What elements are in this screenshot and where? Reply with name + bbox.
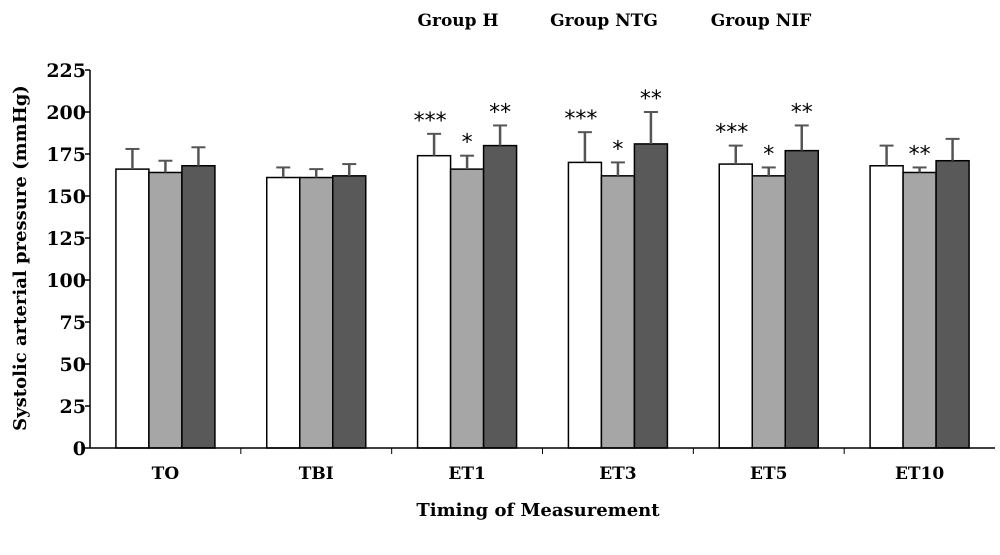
significance-label: *: [612, 137, 623, 162]
y-tick-label: 100: [46, 270, 86, 292]
x-tick-label: ET1: [448, 464, 485, 484]
x-tick-label: ET3: [599, 464, 636, 484]
bar: [633, 143, 669, 449]
bar: [751, 175, 786, 449]
x-tick-label: ET5: [750, 464, 787, 484]
y-axis: 0 25 50 75 100 125 150 175 200 225: [46, 60, 91, 460]
x-tick-label: TO: [152, 464, 180, 484]
x-axis-title: Timing of Measurement: [416, 500, 660, 521]
y-tick-label: 125: [46, 228, 86, 250]
legend: Group H Group NTG Group NIF: [417, 11, 811, 31]
x-axis: TO TBI ET1 ET3 ET5 ET10: [90, 447, 995, 484]
significance-label: *: [462, 131, 473, 156]
significance-label: ***: [414, 109, 447, 134]
y-tick-label: 50: [60, 354, 86, 376]
bar: [935, 159, 970, 449]
y-tick-label: 150: [46, 186, 86, 208]
legend-entry: Group H: [417, 11, 498, 31]
y-tick-label: 200: [46, 102, 86, 124]
bar: [784, 149, 819, 449]
bar: [266, 176, 301, 449]
bar: [332, 175, 367, 449]
bars: ****** **************: [115, 87, 970, 449]
x-tick-label: TBI: [299, 464, 334, 484]
significance-label: *: [763, 142, 774, 167]
significance-label: **: [640, 87, 662, 112]
significance-label: ***: [564, 107, 597, 132]
bar: [718, 163, 753, 449]
y-tick-label: 175: [46, 144, 86, 166]
bar: [299, 176, 334, 449]
bar: [482, 144, 518, 449]
legend-entry: Group NIF: [711, 11, 812, 31]
legend-entry: Group NTG: [550, 11, 658, 31]
y-tick-label: 75: [60, 312, 86, 334]
y-axis-title: Systolic arterial pressure (mmHg): [10, 85, 31, 431]
bar: [181, 165, 216, 449]
y-tick-label: 225: [46, 60, 86, 82]
significance-label: **: [489, 100, 511, 125]
significance-label: ***: [715, 121, 748, 146]
bar: [115, 168, 150, 449]
bar: [902, 171, 937, 449]
bar: [869, 165, 904, 449]
bar: [449, 168, 485, 449]
y-tick-label: 0: [73, 438, 86, 460]
y-tick-label: 25: [60, 396, 86, 418]
significance-label: **: [791, 100, 813, 125]
bar: [148, 171, 183, 449]
x-tick-label: ET10: [895, 464, 944, 484]
bar: [416, 154, 452, 449]
bar: [567, 161, 603, 449]
significance-label: **: [909, 142, 931, 167]
bar: [600, 175, 636, 449]
